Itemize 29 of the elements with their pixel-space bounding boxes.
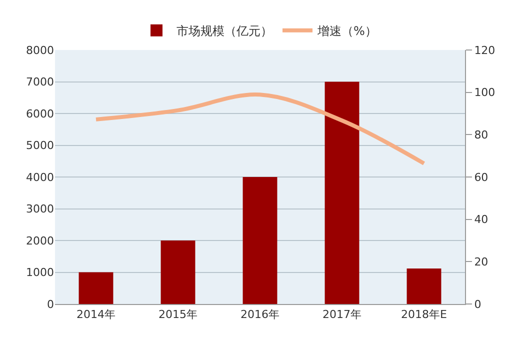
legend-label: 市场规模（亿元） (176, 24, 272, 38)
bar (242, 177, 278, 304)
y-tick-label: 8000 (26, 44, 54, 57)
y2-tick-label: 0 (474, 298, 482, 311)
y2-tick-label: 120 (474, 44, 496, 57)
y2-tick-label: 20 (474, 256, 488, 269)
line-series (94, 92, 426, 166)
y-tick-label: 5000 (26, 139, 54, 152)
y2-tick-label: 60 (474, 170, 488, 184)
y2-tick-label: 80 (474, 128, 488, 142)
y-tick-label: 7000 (26, 76, 54, 89)
y2-tick-label: 100 (474, 86, 496, 100)
y-tick-label: 0 (47, 298, 54, 311)
y-tick-label: 2000 (26, 234, 54, 248)
bar (324, 82, 360, 304)
bar (160, 240, 196, 304)
y-tick-label: 3000 (26, 202, 54, 216)
x-tick-label: 2014年 (76, 308, 116, 322)
bar (406, 268, 442, 304)
x-tick-label: 2018年E (401, 308, 448, 322)
x-tick-label: 2016年 (240, 308, 280, 322)
x-tick-label: 2017年 (322, 308, 362, 322)
x-tick-label: 2015年 (158, 308, 198, 322)
y-tick-label: 6000 (26, 107, 54, 120)
y-tick-label: 4000 (26, 170, 54, 184)
bar (78, 272, 114, 304)
y-tick-label: 1000 (26, 266, 54, 280)
legend-label: 增速（%） (316, 24, 377, 38)
y2-tick-label: 40 (474, 213, 488, 226)
